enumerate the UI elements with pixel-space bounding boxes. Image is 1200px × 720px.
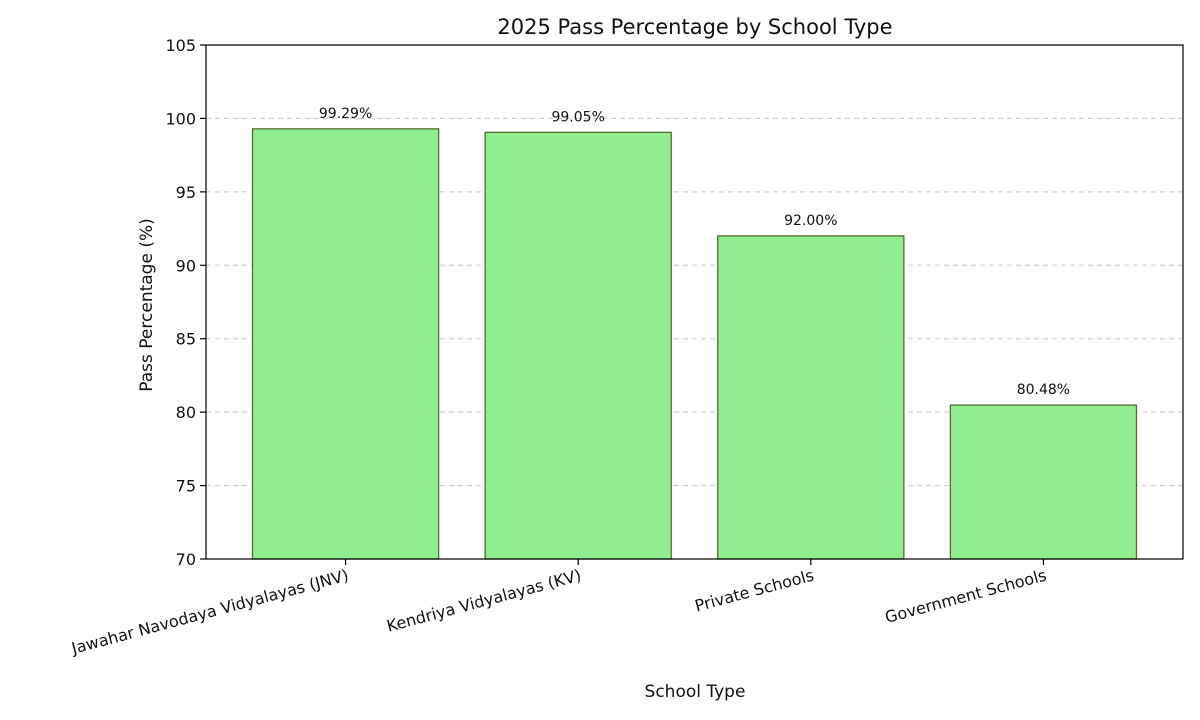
- bar: [251, 128, 440, 560]
- x-axis-label: School Type: [645, 682, 746, 702]
- x-tick-label: Kendriya Vidyalayas (KV): [385, 566, 584, 636]
- y-tick-label: 80: [176, 403, 196, 422]
- x-tick-label: Private Schools: [693, 566, 816, 616]
- x-axis-ticks: Jawahar Navodaya Vidyalayas (JNV) Kendriy…: [69, 559, 1049, 659]
- bar-value-label: 99.05%: [551, 109, 604, 125]
- y-tick-label: 85: [176, 330, 196, 349]
- plot-area-frame: [205, 44, 1184, 560]
- y-tick-label: 70: [176, 550, 196, 569]
- x-tick-label: Government Schools: [883, 566, 1049, 627]
- x-tick-label: Jawahar Navodaya Vidyalayas (JNV): [69, 566, 351, 659]
- bar: [484, 131, 672, 560]
- bar-value-label: 99.29%: [319, 106, 372, 122]
- bar-value-labels: 99.29% 99.05% 92.00% 80.48%: [319, 106, 1070, 398]
- chart-title: 2025 Pass Percentage by School Type: [497, 15, 892, 39]
- bar-value-label: 80.48%: [1017, 382, 1070, 398]
- y-axis-ticks: 70 75 80 85 90 95 100 105: [165, 36, 206, 569]
- y-tick-label: 90: [176, 256, 196, 275]
- y-tick-label: 75: [176, 477, 196, 496]
- bar: [949, 404, 1138, 560]
- y-axis-label: Pass Percentage (%): [137, 218, 157, 391]
- y-tick-label: 100: [165, 109, 196, 128]
- bars: [251, 128, 1138, 560]
- bar: [717, 235, 905, 560]
- y-tick-label: 105: [165, 36, 196, 55]
- bar-value-label: 92.00%: [784, 213, 837, 229]
- y-tick-label: 95: [176, 183, 196, 202]
